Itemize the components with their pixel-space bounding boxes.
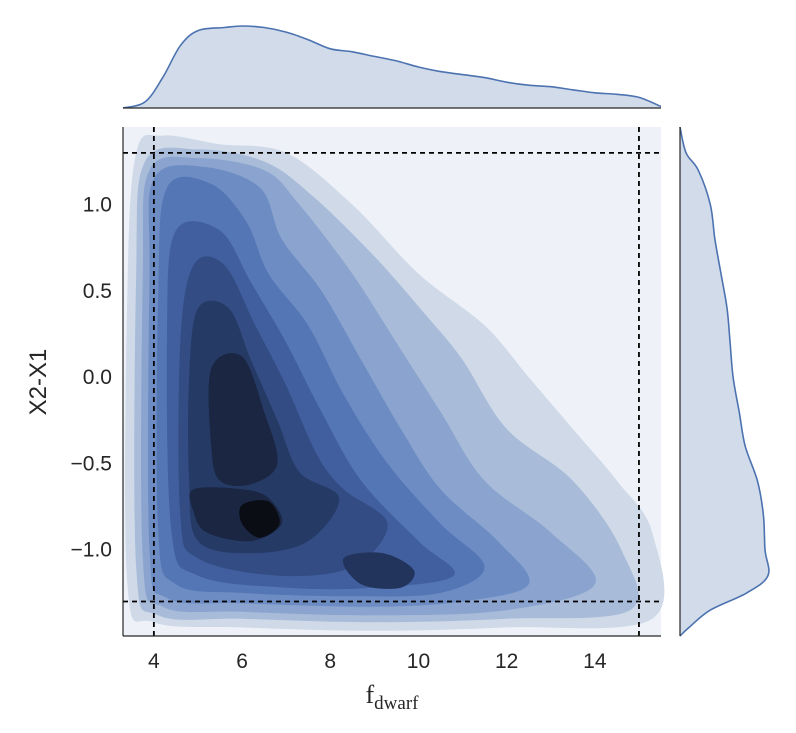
- y-axis-label: X2-X1: [25, 349, 52, 416]
- kde-contours: [125, 134, 665, 631]
- kde-contour-level-9: [208, 353, 278, 486]
- x-tick-label: 10: [407, 650, 430, 673]
- x-axis-ticks: 4 6 8 10 12 14: [148, 650, 607, 673]
- y-tick-label: 0.0: [83, 366, 112, 389]
- marginal-x-plot: [122, 25, 662, 109]
- y-tick-label: 0.5: [83, 280, 112, 303]
- x-tick-label: 12: [495, 650, 518, 673]
- kde-contour-level-10: [239, 500, 280, 538]
- reference-lines: [123, 127, 661, 636]
- marginal-x-density-line: [122, 25, 662, 109]
- x-tick-label: 8: [324, 650, 336, 673]
- marginal-y-density-fill: [680, 127, 769, 636]
- x-tick-label: 4: [148, 650, 160, 673]
- joint-plot-area: [122, 127, 665, 637]
- x-axis-label: fdwarf: [366, 680, 420, 714]
- y-tick-label: −0.5: [71, 452, 112, 475]
- y-tick-label: −1.0: [71, 539, 112, 562]
- kde-contour-level-9: [342, 552, 415, 589]
- marginal-y-plot: [679, 126, 770, 637]
- y-axis-ticks: 1.0 0.5 0.0 −0.5 −1.0: [71, 194, 112, 562]
- x-tick-label: 14: [583, 650, 607, 673]
- marginal-x-density-fill: [123, 26, 661, 108]
- marginal-y-density-line: [679, 126, 770, 637]
- y-tick-label: 1.0: [83, 194, 112, 217]
- x-tick-label: 6: [236, 650, 248, 673]
